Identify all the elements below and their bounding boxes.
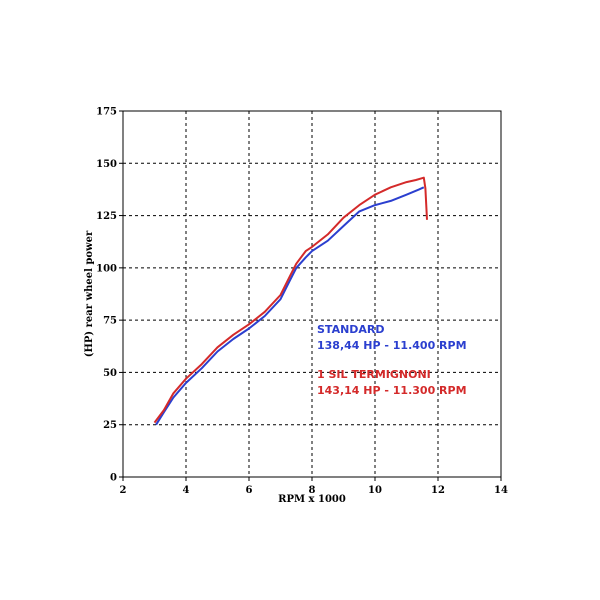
x-tick-label: 12 [431,485,445,496]
x-tick-label: 6 [246,485,253,496]
x-axis-label: RPM x 1000 [278,494,346,505]
annotation-0-line-0: STANDARD [317,323,385,336]
y-axis-label: (HP) rear wheel power [84,230,95,357]
y-tick-label: 150 [96,159,117,170]
y-tick-label: 75 [103,316,117,327]
y-tick-label: 25 [103,420,117,431]
y-tick-label: 125 [96,211,117,222]
annotation-0-line-1: 138,44 HP - 11.400 RPM [317,339,467,352]
annotation-1-line-1: 143,14 HP - 11.300 RPM [317,384,467,397]
grid-lines [123,111,501,477]
y-tick-label: 100 [96,263,117,274]
x-tick-label: 10 [368,485,382,496]
series-line-standard [155,186,425,426]
y-tick-label: 0 [110,473,117,484]
x-tick-label: 4 [183,485,190,496]
y-tick-label: 175 [96,107,117,118]
annotations: STANDARD 138,44 HP - 11.400 RPM 1 SIL TERM… [317,323,467,397]
series-lines [153,176,428,426]
tick-labels: 2 4 6 8 10 12 14 0 25 50 75 100 125 150 175 [96,107,508,497]
series-line-1-sil-termignoni [153,176,428,424]
y-tick-label: 50 [103,368,117,379]
x-tick-label: 8 [309,485,316,496]
x-tick-label: 14 [494,485,508,496]
x-tick-label: 2 [120,485,127,496]
annotation-1-line-0: 1 SIL TERMIGNONI [317,368,431,381]
